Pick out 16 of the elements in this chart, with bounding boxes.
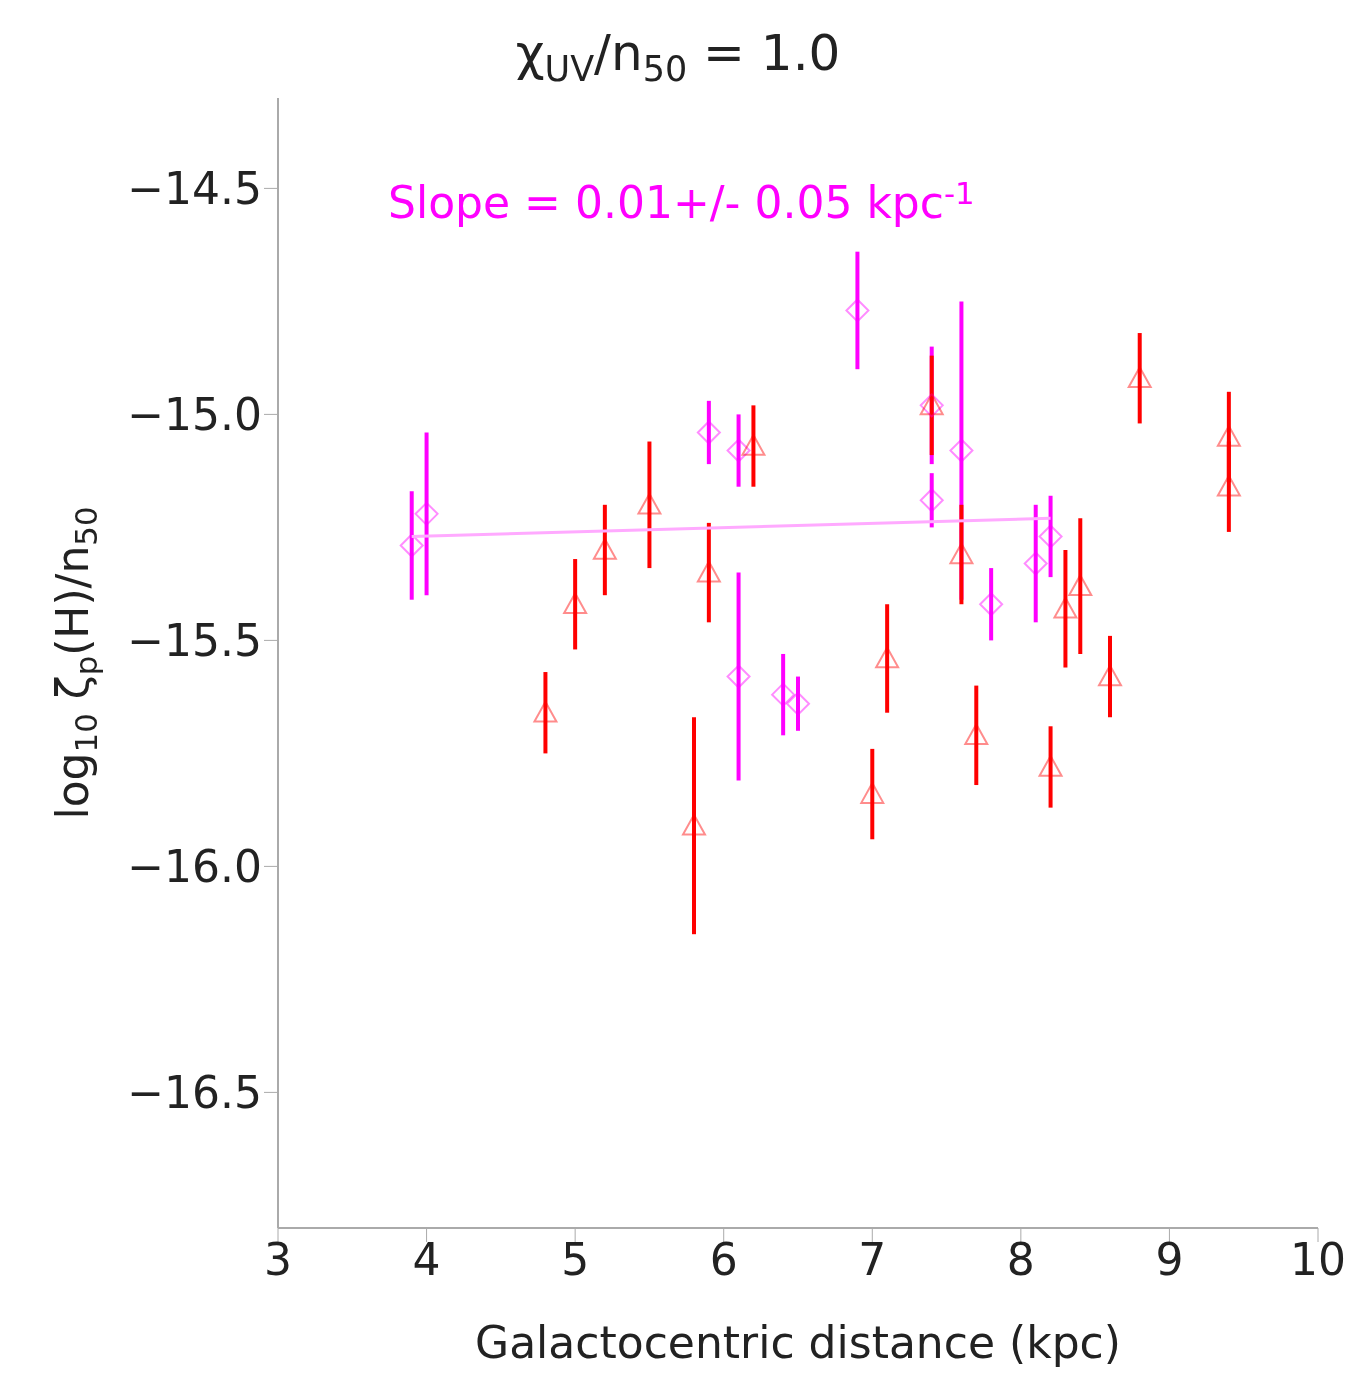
- y-tick-label: −14.5: [127, 163, 262, 215]
- x-tick-label: 5: [561, 1234, 590, 1286]
- y-tick-label: −16.5: [127, 1067, 262, 1119]
- x-tick-label: 3: [264, 1234, 292, 1286]
- x-tick-label: 6: [709, 1234, 738, 1286]
- x-axis-title: Galactocentric distance (kpc): [475, 1317, 1121, 1368]
- y-tick-label: −16.0: [127, 841, 262, 893]
- x-tick-label: 9: [1155, 1234, 1184, 1286]
- x-tick-label: 4: [412, 1234, 441, 1286]
- annotation: Slope = 0.01+/- 0.05 kpc$^{-1}$: [388, 175, 975, 228]
- y-tick-label: −15.5: [127, 615, 262, 667]
- chart-title: χ$_{UV}$/n$_{50}$ = 1.0: [515, 24, 841, 89]
- x-tick-label: 10: [1290, 1234, 1346, 1286]
- x-tick-label: 7: [858, 1234, 887, 1286]
- y-tick-label: −15.0: [127, 389, 262, 441]
- x-tick-label: 8: [1006, 1234, 1035, 1286]
